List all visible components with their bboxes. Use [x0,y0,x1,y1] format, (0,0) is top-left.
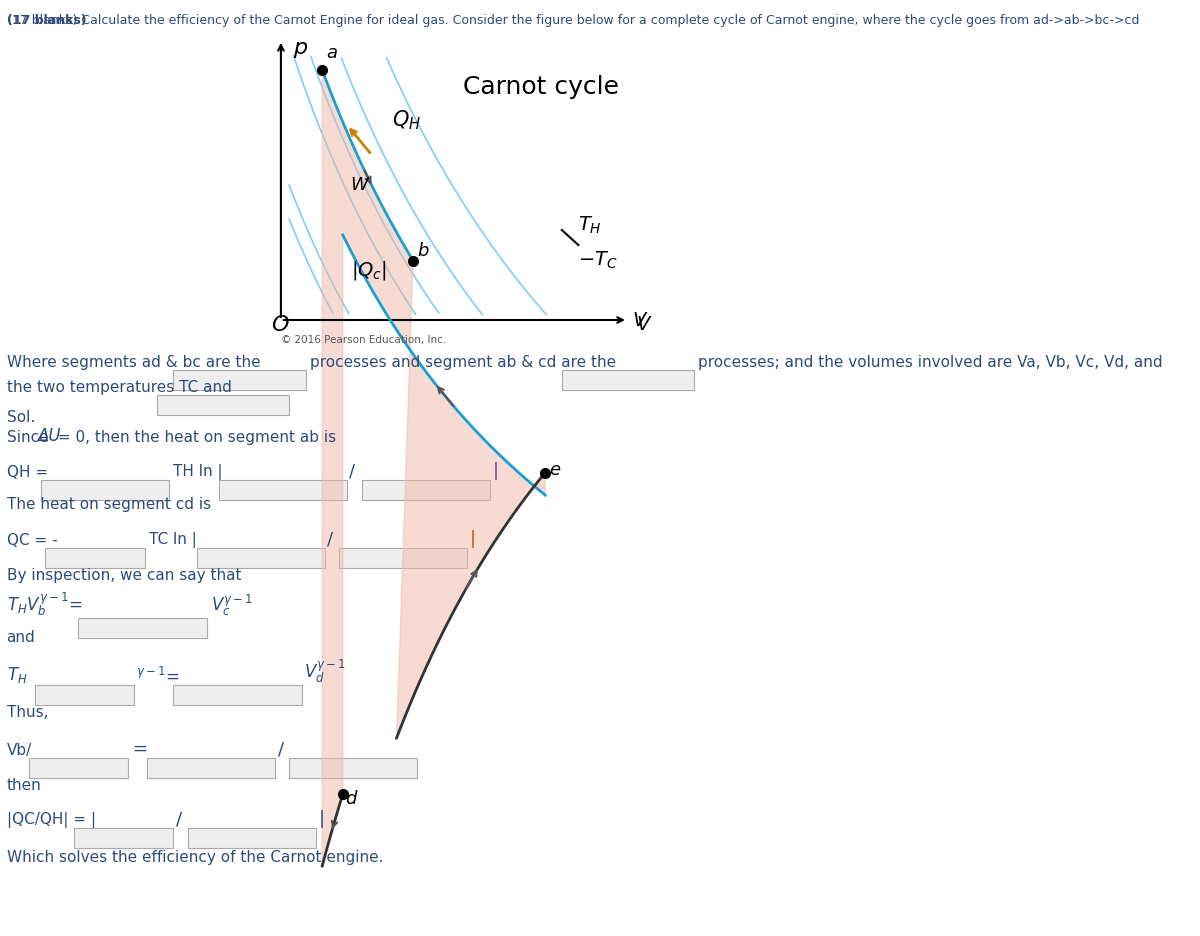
Text: Which solves the efficiency of the Carnot engine.: Which solves the efficiency of the Carno… [7,850,383,865]
Text: /: / [349,462,355,480]
Text: the two temperatures TC and: the two temperatures TC and [7,380,232,395]
Text: d: d [346,790,356,808]
Text: then: then [7,778,41,793]
FancyBboxPatch shape [78,618,206,638]
Text: $T_H V_b^{\gamma-1}$=: $T_H V_b^{\gamma-1}$= [7,591,82,618]
Text: (17 blanks): (17 blanks) [7,14,86,27]
FancyBboxPatch shape [197,548,325,568]
Text: Thus,: Thus, [7,705,48,720]
FancyBboxPatch shape [562,370,694,390]
FancyBboxPatch shape [148,758,275,778]
Polygon shape [323,70,545,866]
Text: (17 blanks) Calculate the efficiency of the Carnot Engine for ideal gas. Conside: (17 blanks) Calculate the efficiency of … [7,14,1139,27]
FancyBboxPatch shape [289,758,418,778]
FancyBboxPatch shape [157,395,289,415]
Text: = 0, then the heat on segment ab is: = 0, then the heat on segment ab is [53,430,336,445]
FancyBboxPatch shape [338,548,467,568]
FancyBboxPatch shape [41,480,169,500]
FancyBboxPatch shape [218,480,347,500]
Text: |: | [492,462,498,480]
Text: W: W [350,176,368,194]
Text: $T_H$: $T_H$ [7,665,28,685]
Text: ΔU: ΔU [37,427,61,445]
Text: TC ln |: TC ln | [149,532,197,548]
Text: processes and segment ab & cd are the: processes and segment ab & cd are the [310,355,616,370]
Text: $T_H$: $T_H$ [578,214,602,236]
Text: By inspection, we can say that: By inspection, we can say that [7,568,241,583]
Text: $^{\gamma-1}$=: $^{\gamma-1}$= [137,667,180,685]
FancyBboxPatch shape [74,828,174,848]
Text: © 2016 Pearson Education, Inc.: © 2016 Pearson Education, Inc. [281,335,446,345]
Text: |: | [469,530,475,548]
Text: $-T_C$: $-T_C$ [578,249,618,271]
Text: Sol.: Sol. [7,410,35,425]
Text: The heat on segment cd is: The heat on segment cd is [7,497,211,512]
Text: =: = [132,740,148,758]
Text: and: and [7,630,35,645]
Text: QH =: QH = [7,465,48,480]
Text: $|Q_c|$: $|Q_c|$ [352,258,388,282]
Text: Carnot cycle: Carnot cycle [463,75,619,99]
Text: $Q_H$: $Q_H$ [392,109,421,132]
Text: Where segments ad & bc are the: Where segments ad & bc are the [7,355,260,370]
FancyBboxPatch shape [174,370,306,390]
Text: O: O [271,315,288,335]
Text: b: b [418,241,428,259]
Text: /: / [176,810,182,828]
FancyBboxPatch shape [46,548,144,568]
FancyBboxPatch shape [188,828,317,848]
FancyBboxPatch shape [362,480,490,500]
Text: p: p [293,38,307,58]
Text: /: / [328,530,334,548]
Text: $V_d^{\gamma-1}$: $V_d^{\gamma-1}$ [304,657,346,685]
Text: QC = -: QC = - [7,533,58,548]
Text: processes; and the volumes involved are Va, Vb, Vc, Vd, and: processes; and the volumes involved are … [698,355,1163,370]
FancyBboxPatch shape [29,758,128,778]
Text: a: a [326,44,337,62]
Text: Since: Since [7,430,53,445]
Text: e: e [550,461,560,478]
Text: Vb/: Vb/ [7,743,32,758]
FancyBboxPatch shape [35,685,134,705]
Text: $V_c^{\gamma-1}$: $V_c^{\gamma-1}$ [211,592,253,618]
Text: |: | [319,810,325,828]
Text: |QC/QH| = |: |QC/QH| = | [7,812,96,828]
Text: /: / [277,740,283,758]
FancyBboxPatch shape [174,685,301,705]
Text: TH ln |: TH ln | [174,464,223,480]
Text: V: V [632,311,646,329]
Text: $V$: $V$ [636,315,653,334]
